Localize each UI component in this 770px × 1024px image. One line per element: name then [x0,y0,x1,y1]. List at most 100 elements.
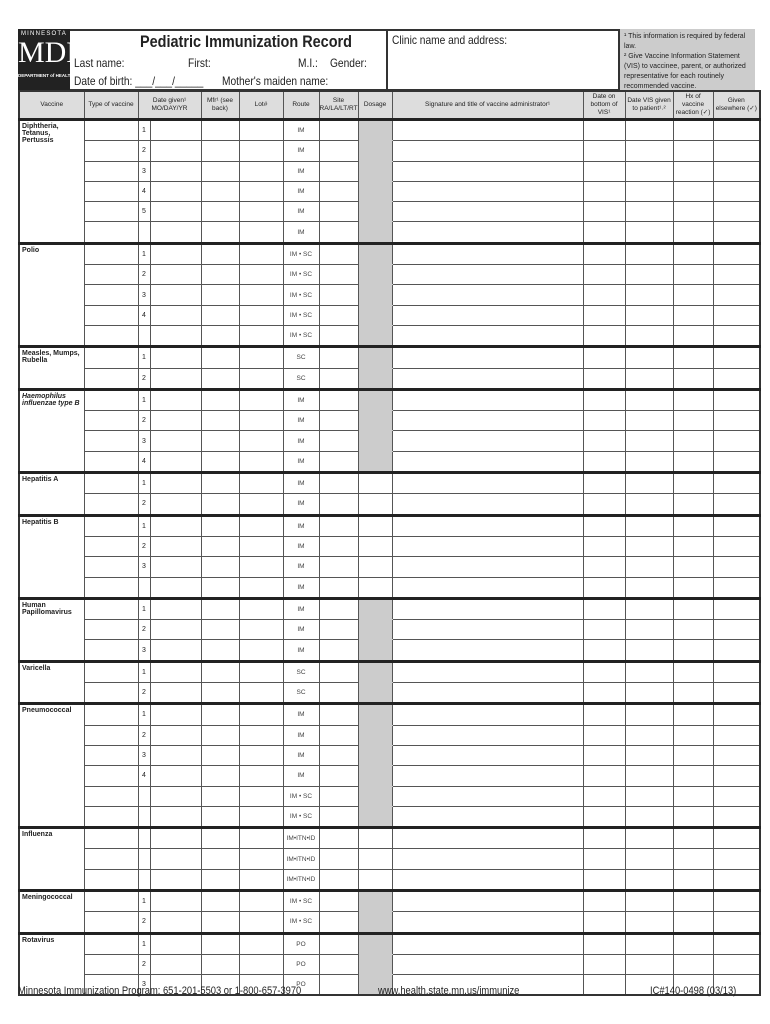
site-cell[interactable] [318,387,359,412]
reaction-cell[interactable] [672,556,714,578]
vis-date-cell[interactable] [582,241,626,266]
given-elsewhere-cell[interactable] [712,702,761,726]
type-of-vaccine-cell[interactable] [83,241,139,266]
date-given-cell[interactable] [149,324,202,348]
type-of-vaccine-cell[interactable] [83,430,139,452]
signature-cell[interactable] [391,117,584,142]
site-cell[interactable] [318,765,359,787]
reaction-cell[interactable] [672,264,714,286]
date-given-cell[interactable] [149,785,202,807]
vis-date-cell[interactable] [582,367,626,390]
signature-cell[interactable] [391,619,584,641]
lot-cell[interactable] [238,160,284,182]
lot-cell[interactable] [238,888,284,913]
lot-cell[interactable] [238,682,284,705]
mfr-cell[interactable] [200,953,240,976]
reaction-cell[interactable] [672,805,714,829]
dosage-cell[interactable] [357,471,393,495]
signature-cell[interactable] [391,160,584,182]
type-of-vaccine-cell[interactable] [83,596,139,621]
type-of-vaccine-cell[interactable] [83,345,139,369]
vis-date-cell[interactable] [582,513,626,537]
signature-cell[interactable] [391,744,584,767]
signature-cell[interactable] [391,848,584,870]
type-of-vaccine-cell[interactable] [83,535,139,558]
given-elsewhere-cell[interactable] [712,345,761,369]
mfr-cell[interactable] [200,471,240,495]
dosage-cell[interactable] [357,535,393,558]
date-given-cell[interactable] [149,160,202,182]
date-given-cell[interactable] [149,805,202,829]
vis-given-cell[interactable] [624,619,674,641]
mfr-cell[interactable] [200,493,240,516]
signature-cell[interactable] [391,367,584,390]
type-of-vaccine-cell[interactable] [83,888,139,913]
lot-cell[interactable] [238,619,284,641]
vis-given-cell[interactable] [624,324,674,348]
lot-cell[interactable] [238,702,284,726]
dosage-cell[interactable] [357,513,393,537]
vis-date-cell[interactable] [582,659,626,684]
given-elsewhere-cell[interactable] [712,284,761,306]
vis-date-cell[interactable] [582,201,626,223]
mfr-cell[interactable] [200,513,240,537]
lot-cell[interactable] [238,201,284,223]
vis-date-cell[interactable] [582,430,626,452]
vis-given-cell[interactable] [624,556,674,578]
reaction-cell[interactable] [672,744,714,767]
mfr-cell[interactable] [200,221,240,244]
site-cell[interactable] [318,304,359,326]
site-cell[interactable] [318,596,359,621]
type-of-vaccine-cell[interactable] [83,180,139,203]
date-given-cell[interactable] [149,724,202,746]
date-given-cell[interactable] [149,493,202,516]
vis-date-cell[interactable] [582,117,626,142]
lot-cell[interactable] [238,430,284,452]
date-given-cell[interactable] [149,826,202,850]
vis-given-cell[interactable] [624,410,674,432]
lot-cell[interactable] [238,387,284,412]
signature-cell[interactable] [391,931,584,955]
given-elsewhere-cell[interactable] [712,868,761,891]
vis-date-cell[interactable] [582,221,626,244]
site-cell[interactable] [318,345,359,369]
given-elsewhere-cell[interactable] [712,848,761,870]
given-elsewhere-cell[interactable] [712,805,761,829]
reaction-cell[interactable] [672,410,714,432]
mfr-cell[interactable] [200,911,240,934]
vis-given-cell[interactable] [624,596,674,621]
given-elsewhere-cell[interactable] [712,221,761,244]
lot-cell[interactable] [238,450,284,474]
type-of-vaccine-cell[interactable] [83,953,139,976]
vis-date-cell[interactable] [582,848,626,870]
signature-cell[interactable] [391,241,584,266]
lot-cell[interactable] [238,639,284,662]
reaction-cell[interactable] [672,931,714,955]
vis-date-cell[interactable] [582,410,626,432]
vis-date-cell[interactable] [582,619,626,641]
given-elsewhere-cell[interactable] [712,430,761,452]
given-elsewhere-cell[interactable] [712,160,761,182]
vis-given-cell[interactable] [624,304,674,326]
mi-field[interactable]: M.I.: [298,56,318,70]
signature-cell[interactable] [391,264,584,286]
signature-cell[interactable] [391,639,584,662]
vis-date-cell[interactable] [582,868,626,891]
mfr-cell[interactable] [200,160,240,182]
signature-cell[interactable] [391,724,584,746]
type-of-vaccine-cell[interactable] [83,868,139,891]
given-elsewhere-cell[interactable] [712,744,761,767]
vis-date-cell[interactable] [582,140,626,162]
signature-cell[interactable] [391,596,584,621]
given-elsewhere-cell[interactable] [712,535,761,558]
site-cell[interactable] [318,953,359,976]
mfr-cell[interactable] [200,744,240,767]
date-given-cell[interactable] [149,596,202,621]
site-cell[interactable] [318,974,359,996]
date-given-cell[interactable] [149,140,202,162]
vis-date-cell[interactable] [582,345,626,369]
last-name-field[interactable]: Last name: [74,56,125,70]
reaction-cell[interactable] [672,345,714,369]
vis-given-cell[interactable] [624,221,674,244]
date-given-cell[interactable] [149,659,202,684]
